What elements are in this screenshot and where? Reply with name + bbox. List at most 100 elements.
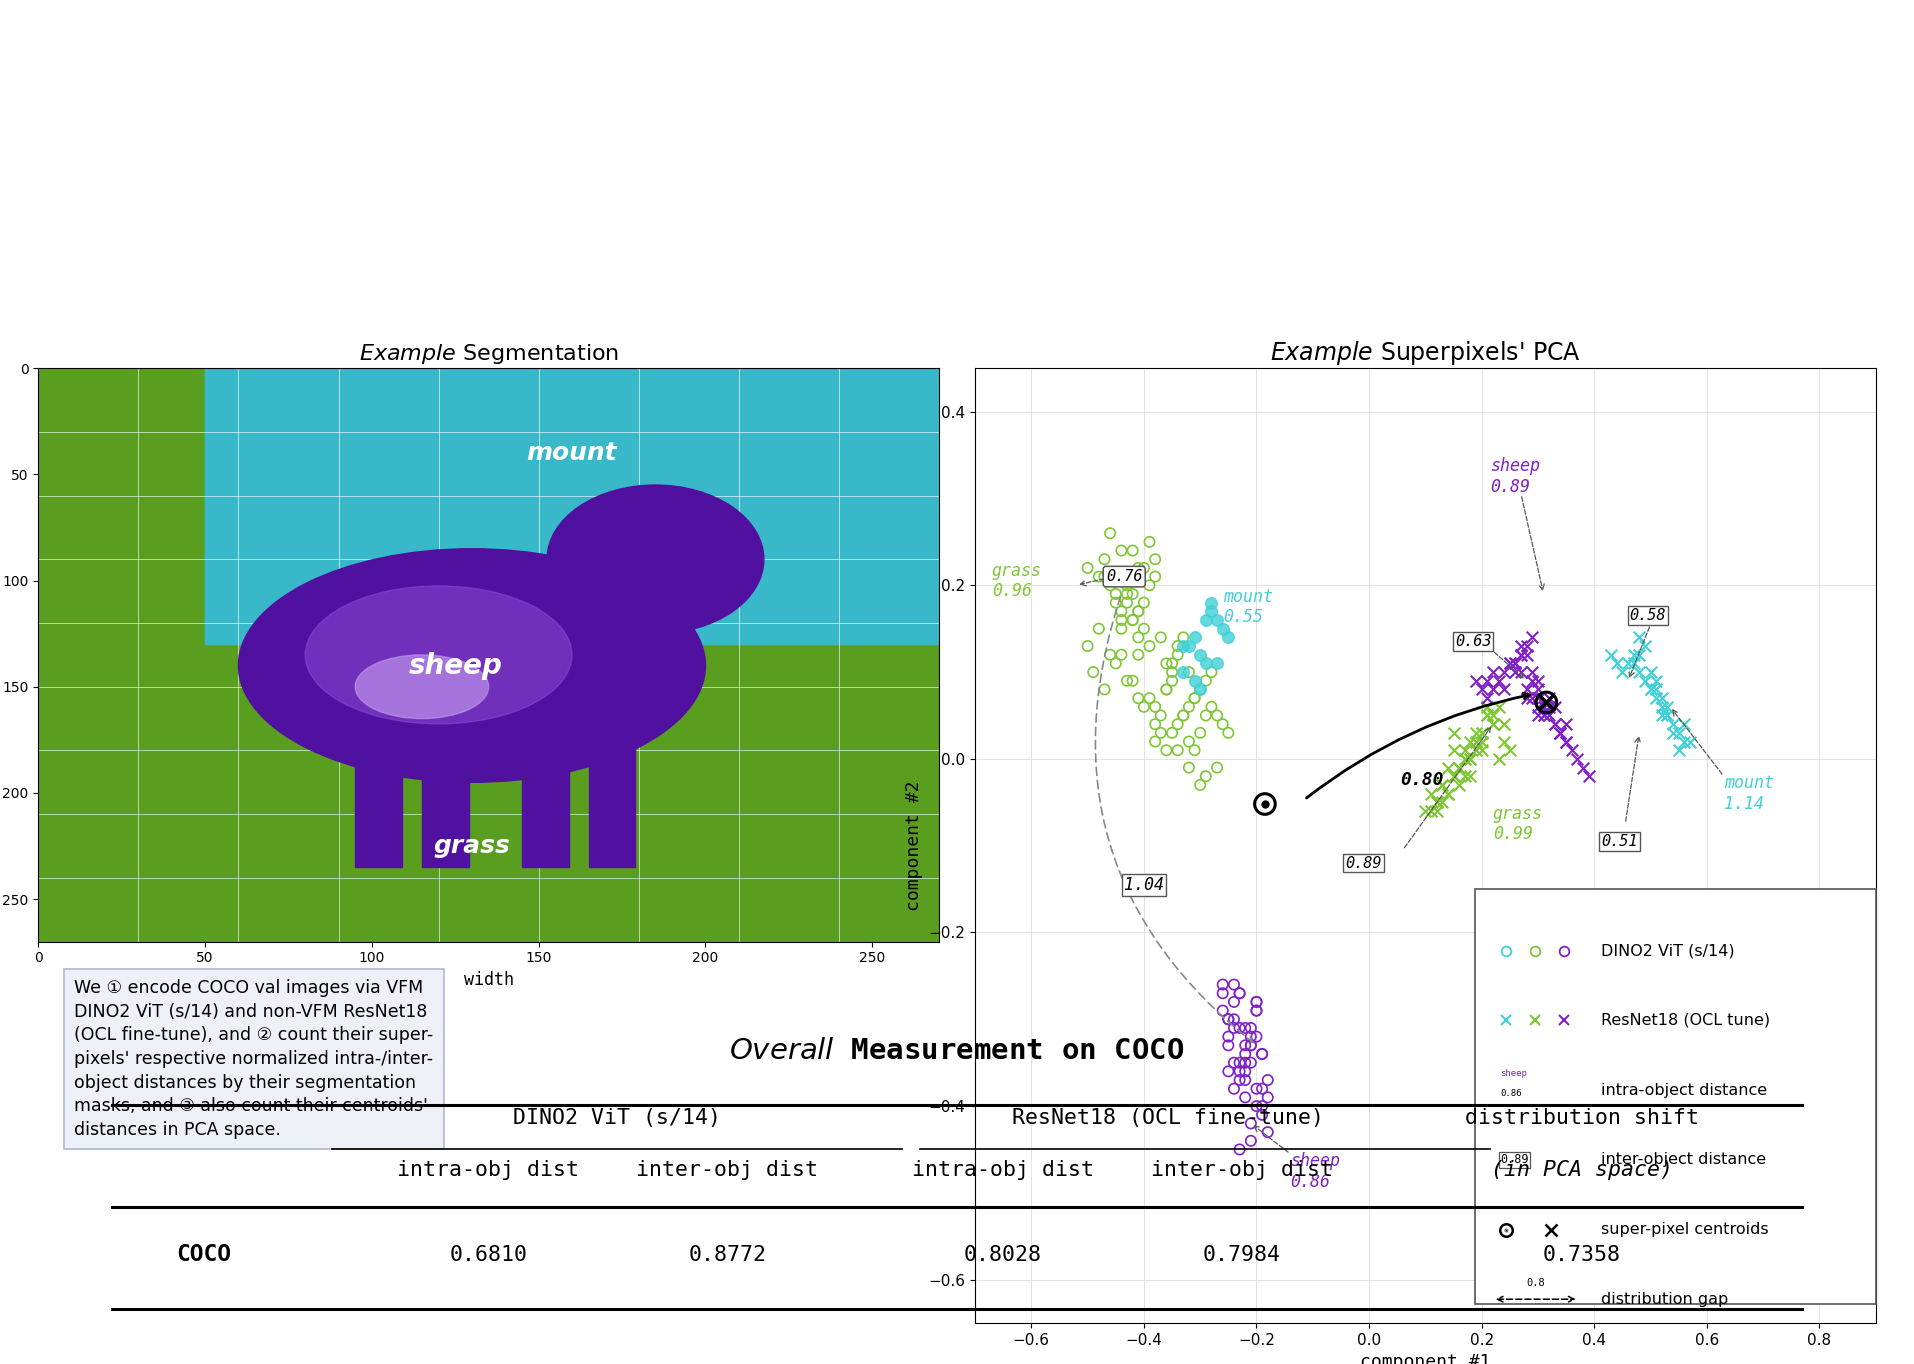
Point — [1168, 705, 1198, 727]
Point — [1483, 670, 1514, 692]
Point — [1168, 705, 1198, 727]
Point — [1669, 713, 1700, 735]
Point — [1545, 722, 1575, 743]
Point — [1225, 1069, 1256, 1091]
Point — [1252, 1069, 1282, 1091]
Ellipse shape — [304, 587, 572, 724]
Point — [1478, 705, 1508, 727]
Point — [1213, 1008, 1244, 1030]
Point — [1236, 1052, 1267, 1073]
Bar — [205, 368, 940, 644]
Text: 0.8772: 0.8772 — [689, 1245, 766, 1264]
Text: mount
0.55: mount 0.55 — [1223, 588, 1273, 626]
FancyBboxPatch shape — [1476, 889, 1876, 1304]
Point — [1095, 522, 1125, 544]
Point — [1208, 618, 1238, 640]
Point — [1185, 678, 1215, 700]
Point — [1246, 1043, 1277, 1065]
Text: We ① encode COCO val images via VFM
DINO2 ViT (s/14) and non-VFM ResNet18
(OCL f: We ① encode COCO val images via VFM DINO… — [75, 979, 434, 1139]
Point — [1432, 783, 1462, 805]
Point — [1225, 982, 1256, 1004]
Point — [1231, 1018, 1261, 1039]
Point — [1208, 1000, 1238, 1022]
Point — [1145, 705, 1175, 727]
Point — [1156, 670, 1187, 692]
Point — [1225, 1060, 1256, 1082]
Text: sheep: sheep — [1501, 1069, 1527, 1079]
Text: (in PCA space): (in PCA space) — [1491, 1159, 1673, 1180]
Point — [1623, 626, 1654, 648]
Point — [1472, 696, 1502, 717]
Point — [1489, 662, 1520, 683]
Point — [1472, 696, 1502, 717]
Point — [1196, 662, 1227, 683]
Point — [1550, 731, 1581, 753]
Point — [1512, 636, 1543, 657]
Text: 0.86: 0.86 — [1501, 1090, 1522, 1098]
Point — [1531, 692, 1562, 713]
Point — [1240, 1026, 1271, 1048]
Title: $\it{Example}$ Segmentation: $\it{Example}$ Segmentation — [358, 342, 618, 366]
Point — [1208, 982, 1238, 1004]
Point — [1118, 540, 1148, 562]
Point — [1124, 600, 1154, 622]
Point — [1231, 1043, 1261, 1065]
Text: ResNet18 (OCL fine-tune): ResNet18 (OCL fine-tune) — [1013, 1109, 1324, 1128]
Point — [1518, 662, 1548, 683]
Point — [1112, 670, 1143, 692]
Point — [1078, 662, 1108, 683]
Text: COCO: COCO — [176, 1244, 232, 1266]
Point — [1478, 713, 1508, 735]
Text: grass
0.99: grass 0.99 — [1493, 805, 1543, 843]
Point — [1489, 731, 1520, 753]
Point — [1437, 739, 1468, 761]
Text: mount: mount — [526, 441, 618, 465]
Point — [1240, 1000, 1271, 1022]
Point — [1236, 1034, 1267, 1056]
Point — [1141, 731, 1171, 753]
Point — [1635, 678, 1665, 700]
Point — [1168, 636, 1198, 657]
Point — [1460, 722, 1491, 743]
Point — [1250, 792, 1280, 814]
Point — [1106, 644, 1137, 666]
Point — [1455, 731, 1485, 753]
Point — [1524, 670, 1554, 692]
Point — [1156, 652, 1187, 674]
Point — [1472, 670, 1502, 692]
Point — [1527, 696, 1558, 717]
Point — [1437, 722, 1468, 743]
Point — [1573, 765, 1604, 787]
Point — [1466, 678, 1497, 700]
Point — [1173, 757, 1204, 779]
Point — [1089, 566, 1120, 588]
Point — [1236, 1113, 1267, 1135]
Text: DINO2 ViT (s/14): DINO2 ViT (s/14) — [1600, 944, 1734, 958]
Point — [1219, 1008, 1250, 1030]
Point — [1539, 713, 1569, 735]
Point — [1432, 757, 1462, 779]
Text: 0.51: 0.51 — [1602, 833, 1638, 848]
Text: DINO2 ViT (s/14): DINO2 ViT (s/14) — [513, 1109, 722, 1128]
Point — [1106, 610, 1137, 632]
Point — [1432, 783, 1462, 805]
Point — [1545, 722, 1575, 743]
Point — [1118, 582, 1148, 604]
Point — [1518, 687, 1548, 709]
Text: super-pixel centroids: super-pixel centroids — [1600, 1222, 1769, 1237]
Point — [1106, 618, 1137, 640]
Point — [1124, 557, 1154, 578]
Point — [1556, 739, 1587, 761]
Point — [1524, 687, 1554, 709]
Point — [1533, 696, 1564, 717]
Point — [1539, 696, 1569, 717]
Point — [1162, 644, 1192, 666]
Point — [1428, 773, 1458, 795]
Text: 0.6810: 0.6810 — [450, 1245, 528, 1264]
Point — [1101, 592, 1131, 614]
Point — [1422, 791, 1453, 813]
Point — [1495, 739, 1525, 761]
Point — [1658, 722, 1688, 743]
Point — [1619, 644, 1650, 666]
Point — [1124, 644, 1154, 666]
